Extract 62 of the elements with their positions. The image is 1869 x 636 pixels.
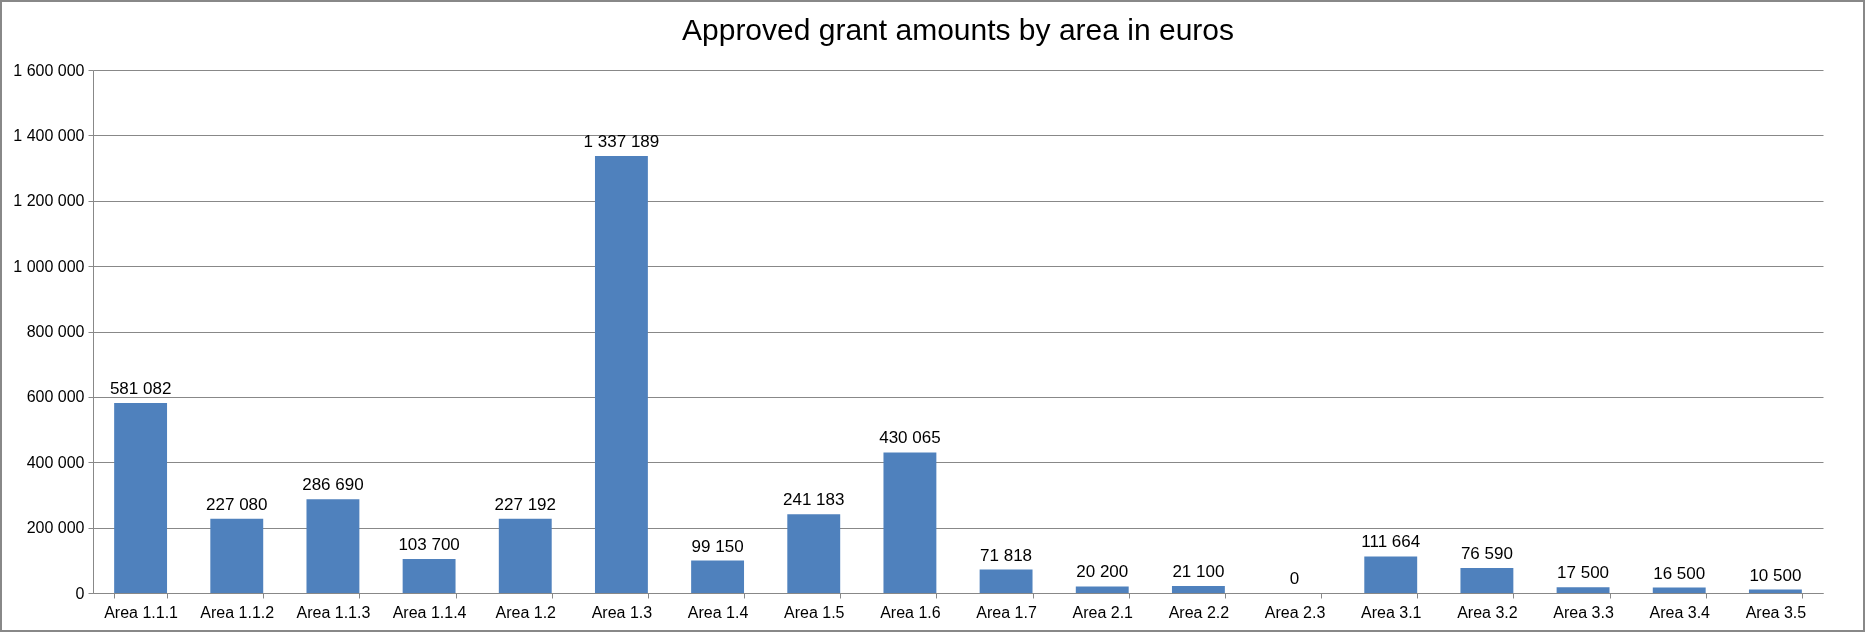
bar [691,560,745,593]
bar [402,559,456,593]
bar [979,569,1033,593]
data-label: 76 590 [1460,543,1513,563]
bar [787,514,841,593]
data-label: 227 192 [494,494,556,514]
x-tick-label: Area 1.1.2 [200,603,275,621]
bar [1171,586,1225,593]
data-label: 17 500 [1557,563,1610,583]
bar [883,452,937,593]
y-tick-label: 200 000 [26,519,85,537]
bar [1075,586,1129,593]
y-tick-label: 1 600 000 [13,61,85,79]
data-label: 103 700 [398,535,460,555]
x-tick-label: Area 1.4 [687,603,749,621]
data-label: 581 082 [109,379,172,399]
y-tick-label: 0 [75,584,85,602]
x-tick-label: Area 3.3 [1553,603,1614,621]
x-tick-label: Area 1.1.4 [392,603,467,621]
data-label: 286 690 [302,475,364,495]
data-label: 20 200 [1076,562,1129,582]
y-tick-label: 400 000 [26,453,85,471]
data-label: 430 065 [879,428,941,448]
x-tick-label: Area 1.1.3 [296,603,371,621]
y-tick-label: 1 000 000 [13,257,85,275]
bar [1556,587,1610,593]
x-tick-label: Area 1.3 [591,603,653,621]
x-tick-label: Area 2.1 [1072,603,1134,621]
x-tick-label: Area 3.1 [1361,603,1422,621]
data-label: 71 818 [980,545,1033,565]
x-tick-label: Area 1.1.1 [104,603,179,621]
data-label: 10 500 [1749,565,1802,585]
data-label: 1 337 189 [583,131,660,151]
x-tick-label: Area 3.2 [1457,603,1518,621]
bar [114,403,168,593]
data-label: 99 150 [691,536,744,556]
y-tick-label: 600 000 [26,388,85,406]
data-label: 111 664 [1361,532,1421,552]
data-label: 21 100 [1172,562,1225,582]
bar [1460,567,1514,593]
data-label: 0 [1289,569,1300,588]
x-tick-label: Area 1.7 [976,603,1037,621]
bar [498,518,552,593]
x-tick-label: Area 1.6 [880,603,941,621]
y-tick-label: 1 400 000 [13,126,85,144]
data-label: 16 500 [1653,563,1706,583]
y-tick-label: 800 000 [26,323,85,340]
bar [1364,556,1418,593]
x-tick-label: Area 2.3 [1264,603,1326,621]
x-tick-label: Area 3.4 [1649,603,1711,621]
x-tick-label: Area 1.2 [495,603,557,621]
bar [306,499,360,593]
bar [594,155,648,593]
bar [210,518,264,593]
bar [1652,587,1706,593]
x-tick-label: Area 2.2 [1168,603,1230,621]
data-label: 227 080 [206,494,268,514]
x-tick-label: Area 3.5 [1745,603,1807,621]
chart-title: Approved grant amounts by area in euros [682,13,1234,46]
x-tick-label: Area 1.5 [784,603,845,621]
data-label: 241 183 [783,490,845,510]
y-tick-label: 1 200 000 [13,192,85,210]
